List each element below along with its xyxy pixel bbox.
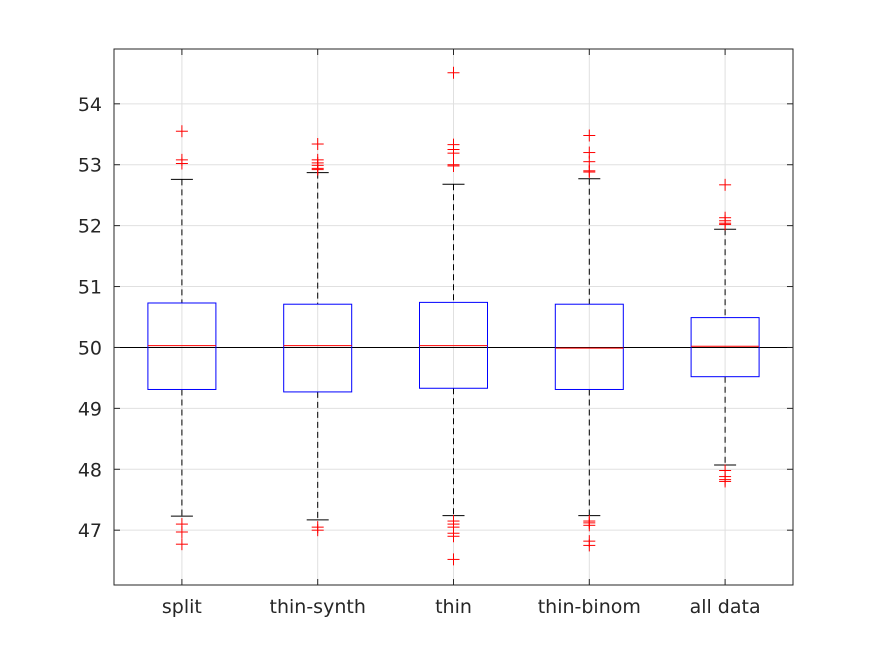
box-group [419,66,488,566]
iqr-box [147,302,217,390]
y-tick-label: 53 [78,155,102,177]
y-tick-label: 50 [78,337,102,359]
outlier-marker [175,538,188,551]
box-group [554,129,624,552]
outlier-marker [447,553,460,566]
x-tick-label: thin-synth [270,596,366,618]
iqr-box [690,317,760,378]
outlier-marker [719,218,732,231]
iqr-box [554,303,624,390]
outlier-marker [583,166,596,179]
x-tick-label: all data [690,596,761,618]
y-tick-label: 49 [78,398,102,420]
outlier-marker [311,138,324,151]
outlier-marker [583,519,596,532]
y-tick-label: 51 [78,277,102,299]
y-axis-ticks: 47 48 49 50 51 52 53 54 [78,94,793,542]
x-axis-ticks: split thin-synth thin thin-binom all data [162,49,761,618]
boxes-layer [147,66,760,566]
outlier-marker [311,163,324,176]
box-group [147,125,217,551]
iqr-box [283,303,353,393]
box-group [283,138,353,537]
y-tick-label: 47 [78,520,102,542]
x-tick-label: thin-binom [538,596,641,618]
y-tick-label: 52 [78,216,102,238]
outlier-marker [583,129,596,142]
outlier-marker [311,524,324,537]
x-tick-label: split [162,596,202,618]
y-tick-label: 54 [78,94,102,116]
outlier-marker [447,147,460,160]
y-tick-label: 48 [78,459,102,481]
outlier-marker [719,475,732,488]
outlier-marker [447,530,460,543]
outlier-marker [447,159,460,172]
outlier-marker [175,125,188,138]
outlier-marker [583,539,596,552]
x-tick-label: thin [435,596,472,618]
box-group [690,178,760,488]
outlier-marker [175,157,188,170]
outlier-marker [719,178,732,191]
outlier-marker [175,526,188,539]
outlier-marker [447,66,460,79]
